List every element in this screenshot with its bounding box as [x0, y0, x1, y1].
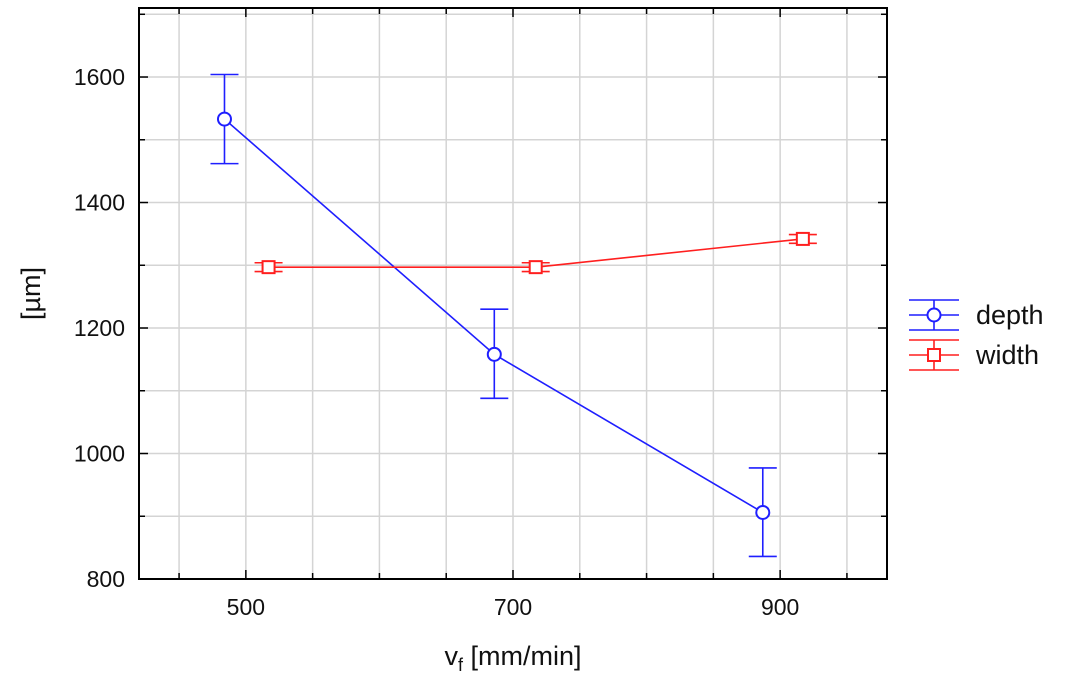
legend-label: width [975, 340, 1039, 370]
data-point-square [528, 260, 543, 275]
y-tick-label: 1200 [74, 315, 125, 341]
data-point-square [261, 260, 276, 275]
y-tick-label: 800 [87, 566, 125, 592]
series-width [254, 231, 817, 275]
data-point-circle [755, 504, 771, 520]
y-tick-label: 1400 [74, 190, 125, 216]
x-axis-label-main: v [444, 641, 458, 671]
x-tick-label: 700 [494, 594, 532, 620]
series-layer [210, 73, 817, 558]
grid-lines [139, 8, 887, 579]
x-tick-label: 900 [761, 594, 799, 620]
axis-ticks: 500 700 900 800 1000 1200 1400 1600 [74, 8, 887, 620]
data-point-circle [216, 111, 232, 127]
y-tick-label: 1600 [74, 64, 125, 90]
legend-label: depth [976, 300, 1044, 330]
x-axis-label: vf [mm/min] [444, 641, 581, 675]
legend: depth width [909, 299, 1044, 371]
data-point-circle [926, 307, 942, 323]
legend-entry-width: width [909, 339, 1039, 371]
legend-entry-depth: depth [909, 299, 1044, 331]
data-point-circle [486, 346, 502, 362]
data-point-square [795, 231, 810, 246]
series-depth [210, 73, 777, 558]
x-axis-label-sub: f [458, 655, 464, 675]
data-point-square [927, 348, 941, 362]
x-axis-label-rest: [mm/min] [463, 641, 582, 671]
x-tick-label: 500 [227, 594, 265, 620]
y-axis-label: [µm] [16, 267, 46, 320]
y-tick-label: 1000 [74, 441, 125, 467]
